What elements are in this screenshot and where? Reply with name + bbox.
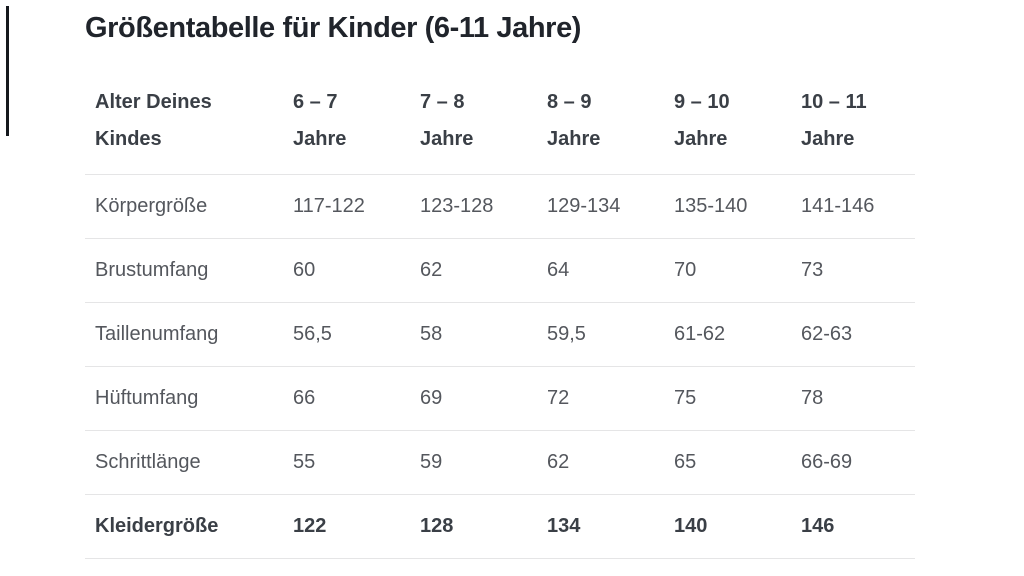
header-range: 9 – 10 (674, 91, 730, 113)
header-unit: Jahre (801, 128, 855, 150)
cell-value: 72 (537, 366, 664, 431)
table-row-kleidergroesse: Kleidergröße 122 128 134 140 146 (85, 494, 915, 559)
column-header-age-label: Alter Deines Kindes (85, 76, 283, 175)
row-label: Hüftumfang (85, 366, 283, 431)
cell-value: 59,5 (537, 302, 664, 367)
cell-value: 123-128 (410, 174, 537, 239)
header-unit: Jahre (674, 128, 728, 150)
cell-value: 61-62 (664, 302, 791, 367)
cell-value: 62 (537, 430, 664, 495)
column-header-9-10: 9 – 10 Jahre (664, 76, 791, 175)
row-label: Kleidergröße (85, 494, 283, 559)
cell-value: 66 (283, 366, 410, 431)
cell-value: 64 (537, 238, 664, 303)
cell-value: 69 (410, 366, 537, 431)
cell-value: 134 (537, 494, 664, 559)
column-header-10-11: 10 – 11 Jahre (791, 76, 915, 175)
table-row-hueftumfang: Hüftumfang 66 69 72 75 78 (85, 366, 915, 431)
header-range: 8 – 9 (547, 91, 592, 113)
column-header-6-7: 6 – 7 Jahre (283, 76, 410, 175)
cell-value: 129-134 (537, 174, 664, 239)
cell-value: 62-63 (791, 302, 915, 367)
cell-value: 58 (410, 302, 537, 367)
cell-value: 59 (410, 430, 537, 495)
row-label: Schrittlänge (85, 430, 283, 495)
header-range: 6 – 7 (293, 91, 338, 113)
left-edge-line (6, 6, 9, 136)
cell-value: 73 (791, 238, 915, 303)
header-unit: Jahre (293, 128, 347, 150)
cell-value: 135-140 (664, 174, 791, 239)
cell-value: 55 (283, 430, 410, 495)
cell-value: 117-122 (283, 174, 410, 239)
size-table: Alter Deines Kindes 6 – 7 Jahre 7 – 8 Ja… (85, 76, 915, 559)
cell-value: 56,5 (283, 302, 410, 367)
header-range: 7 – 8 (420, 91, 465, 113)
table-row-schrittlaenge: Schrittlänge 55 59 62 65 66-69 (85, 430, 915, 495)
column-header-7-8: 7 – 8 Jahre (410, 76, 537, 175)
row-label: Taillenumfang (85, 302, 283, 367)
table-row-koerpergroesse: Körpergröße 117-122 123-128 129-134 135-… (85, 174, 915, 239)
table-header-row: Alter Deines Kindes 6 – 7 Jahre 7 – 8 Ja… (85, 76, 915, 175)
cell-value: 146 (791, 494, 915, 559)
cell-value: 65 (664, 430, 791, 495)
cell-value: 60 (283, 238, 410, 303)
cell-value: 128 (410, 494, 537, 559)
row-label: Körpergröße (85, 174, 283, 239)
header-line: Kindes (95, 128, 162, 150)
column-header-8-9: 8 – 9 Jahre (537, 76, 664, 175)
cell-value: 70 (664, 238, 791, 303)
table-row-brustumfang: Brustumfang 60 62 64 70 73 (85, 238, 915, 303)
header-unit: Jahre (547, 128, 601, 150)
page-title: Größentabelle für Kinder (6-11 Jahre) (85, 12, 582, 44)
content-area: Größentabelle für Kinder (6-11 Jahre) Al… (85, 0, 917, 559)
cell-value: 141-146 (791, 174, 915, 239)
header-range: 10 – 11 (801, 91, 867, 113)
cell-value: 78 (791, 366, 915, 431)
cell-value: 75 (664, 366, 791, 431)
cell-value: 122 (283, 494, 410, 559)
table-row-taillenumfang: Taillenumfang 56,5 58 59,5 61-62 62-63 (85, 302, 915, 367)
cell-value: 66-69 (791, 430, 915, 495)
header-line: Alter Deines (95, 91, 212, 113)
header-unit: Jahre (420, 128, 474, 150)
row-label: Brustumfang (85, 238, 283, 303)
cell-value: 62 (410, 238, 537, 303)
cell-value: 140 (664, 494, 791, 559)
